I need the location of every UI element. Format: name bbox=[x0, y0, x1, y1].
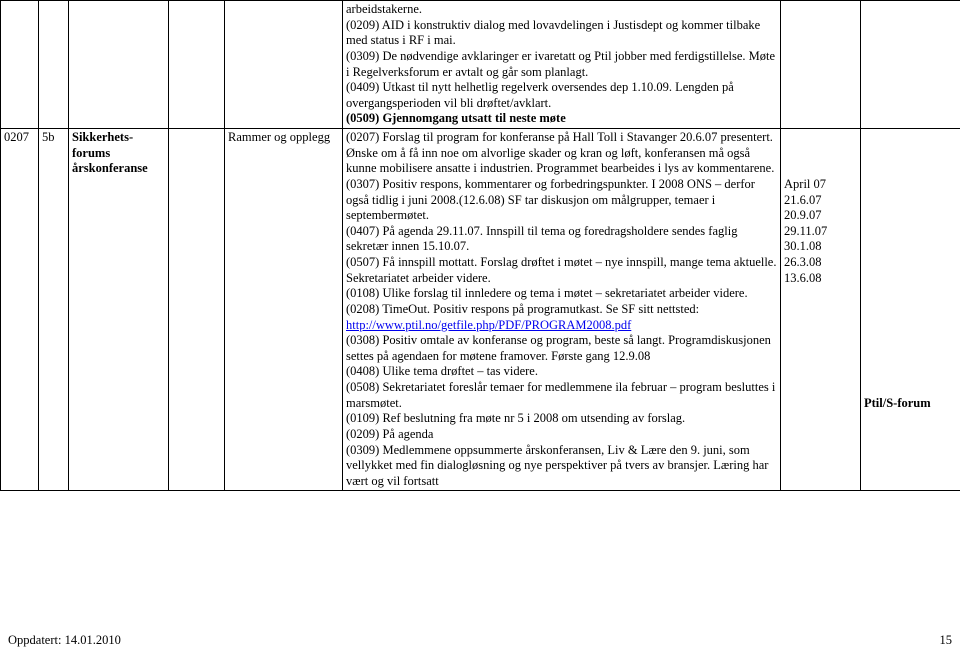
date: 21.6.07 bbox=[784, 193, 857, 209]
cell-blank bbox=[169, 129, 225, 491]
title-line: årskonferanse bbox=[72, 161, 148, 175]
body-line: (0307) Positiv respons, kommentarer og f… bbox=[346, 177, 755, 222]
body-bold: (0509) Gjennomgang utsatt til neste møte bbox=[346, 111, 566, 125]
cell-body: (0207) Forslag til program for konferans… bbox=[343, 129, 781, 491]
date: April 07 bbox=[784, 177, 857, 193]
cell-dates bbox=[781, 1, 861, 129]
body-line: (0209) AID i konstruktiv dialog med lova… bbox=[346, 18, 760, 48]
cell-col4: Rammer og opplegg bbox=[225, 129, 343, 491]
table-row: arbeidstakerne. (0209) AID i konstruktiv… bbox=[1, 1, 960, 129]
cell-sub bbox=[39, 1, 69, 129]
cell-title bbox=[69, 1, 169, 129]
body-line: (0508) Sekretariatet foreslår temaer for… bbox=[346, 380, 775, 410]
cell-col4 bbox=[225, 1, 343, 129]
date: 29.11.07 bbox=[784, 224, 857, 240]
cell-sub: 5b bbox=[39, 129, 69, 491]
body-line: (0108) Ulike forslag til innledere og te… bbox=[346, 286, 748, 300]
cell-body: arbeidstakerne. (0209) AID i konstruktiv… bbox=[343, 1, 781, 129]
document-table: arbeidstakerne. (0209) AID i konstruktiv… bbox=[0, 0, 960, 491]
cell-code: 0207 bbox=[1, 129, 39, 491]
date: 20.9.07 bbox=[784, 208, 857, 224]
body-line: (0209) På agenda bbox=[346, 427, 433, 441]
body-line: (0308) Positiv omtale av konferanse og p… bbox=[346, 333, 771, 363]
body-line: (0409) Utkast til nytt helhetlig regelve… bbox=[346, 80, 734, 110]
page-footer: Oppdatert: 14.01.2010 15 bbox=[8, 633, 952, 648]
body-line: (0407) På agenda 29.11.07. Innspill til … bbox=[346, 224, 737, 254]
cell-code bbox=[1, 1, 39, 129]
body-line: (0208) TimeOut. Positiv respons på progr… bbox=[346, 302, 699, 316]
body-line: arbeidstakerne. bbox=[346, 2, 422, 16]
owner-text: Ptil/S-forum bbox=[864, 396, 931, 410]
table-row: 0207 5b Sikkerhets- forums årskonferanse… bbox=[1, 129, 960, 491]
cell-title: Sikkerhets- forums årskonferanse bbox=[69, 129, 169, 491]
cell-owner bbox=[861, 1, 960, 129]
footer-updated: Oppdatert: 14.01.2010 bbox=[8, 633, 121, 647]
body-line: (0309) De nødvendige avklaringer er ivar… bbox=[346, 49, 775, 79]
date: 26.3.08 bbox=[784, 255, 857, 271]
program-link[interactable]: http://www.ptil.no/getfile.php/PDF/PROGR… bbox=[346, 318, 631, 332]
date: 30.1.08 bbox=[784, 239, 857, 255]
cell-blank bbox=[169, 1, 225, 129]
body-line: (0309) Medlemmene oppsummerte årskonfera… bbox=[346, 443, 768, 488]
body-line: (0207) Forslag til program for konferans… bbox=[346, 130, 774, 175]
date: 13.6.08 bbox=[784, 271, 857, 287]
body-line: (0109) Ref beslutning fra møte nr 5 i 20… bbox=[346, 411, 685, 425]
page-number: 15 bbox=[940, 633, 953, 648]
title-line: Sikkerhets- bbox=[72, 130, 133, 144]
body-line: (0507) Få innspill mottatt. Forslag drøf… bbox=[346, 255, 776, 285]
cell-owner: Ptil/S-forum bbox=[861, 129, 960, 491]
cell-dates: April 07 21.6.07 20.9.07 29.11.07 30.1.0… bbox=[781, 129, 861, 491]
title-line: forums bbox=[72, 146, 110, 160]
body-line: (0408) Ulike tema drøftet – tas videre. bbox=[346, 364, 538, 378]
